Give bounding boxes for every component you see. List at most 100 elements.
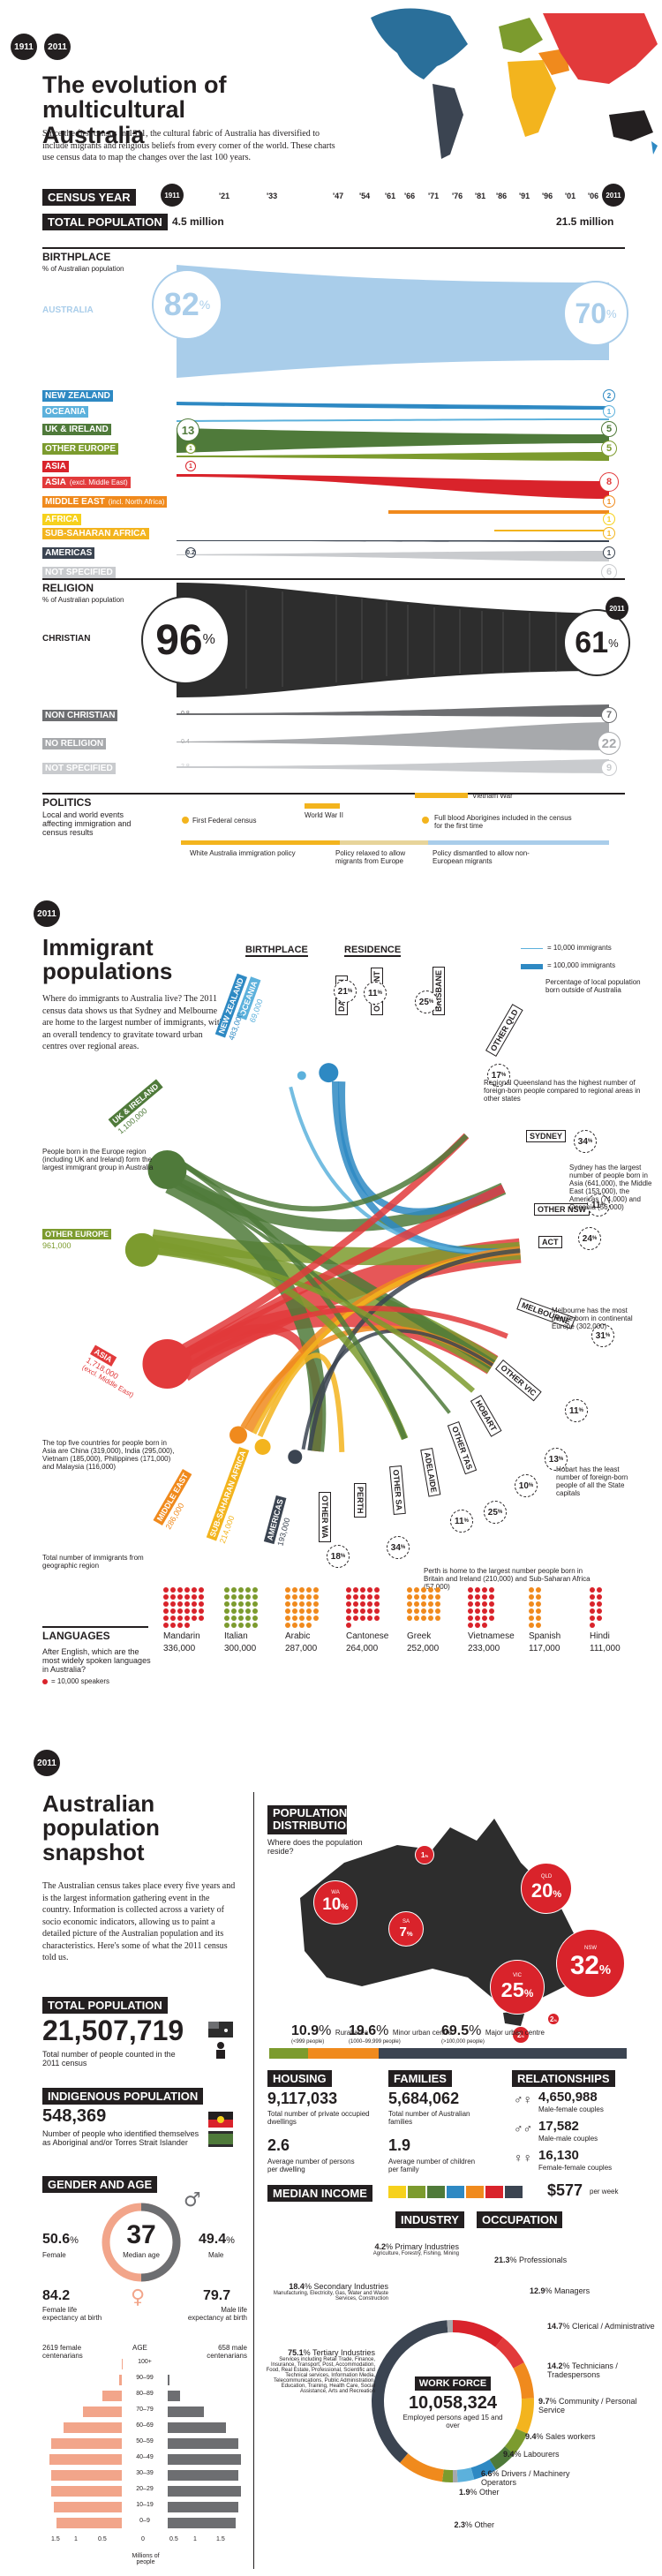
chord-flow [169, 1133, 470, 1358]
major-pct: % [469, 2023, 482, 2038]
immigrant-intro: Where do immigrants to Australia live? T… [42, 994, 224, 1051]
language-dot [428, 1587, 433, 1593]
language-dot [299, 1623, 305, 1628]
distribution-label: POPULATION DISTRIBUTION [267, 1805, 354, 1834]
pyramid-age-label: 100+ [138, 2359, 152, 2365]
pyramid-male-bar [168, 2486, 241, 2497]
rural-sub: (<999 people) [291, 2039, 325, 2045]
snapshot-badge-2011: 2011 [34, 1750, 60, 1776]
language-value: 264,000 [346, 1644, 379, 1653]
language-dot [482, 1594, 487, 1600]
occupation-pct-sign: % [545, 2286, 555, 2295]
birthplace-row-label: NOT SPECIFIED [42, 567, 116, 578]
occupation-pct-sign: % [492, 2469, 502, 2478]
industry-value: 18.4 [289, 2282, 305, 2291]
birthplace-australia-label: AUSTRALIA [42, 305, 94, 315]
birthplace-end-value: 5 [601, 421, 617, 437]
pyramid-female-bar [51, 2438, 122, 2449]
language-dot [407, 1587, 412, 1593]
language-dot [590, 1616, 595, 1621]
christian-label: CHRISTIAN [42, 634, 91, 644]
pyramid-age-label: 90–99 [136, 2375, 154, 2381]
destination-pct: 13% [545, 1448, 568, 1471]
state-value: 2% [517, 2031, 524, 2039]
language-dot [285, 1608, 290, 1614]
male-centenarians: 658 male centenarians [207, 2344, 247, 2360]
language-dot [353, 1601, 358, 1607]
major-stat: 69.5% Major urban centre (>100,000 people… [441, 2023, 545, 2045]
pyramid-male-bar [168, 2454, 241, 2465]
industry-pct-sign: % [385, 2242, 395, 2251]
language-dot [536, 1587, 541, 1593]
occupation-pct-sign: % [562, 2322, 573, 2331]
minor-pct: % [376, 2023, 389, 2038]
rural-label: Rural area [335, 2029, 369, 2037]
total-pop-sub: Total number of people counted in the 20… [42, 2050, 176, 2068]
female-pct-value: 50.6 [42, 2232, 71, 2247]
birthplace-row-name: SUB-SAHARAN AFRICA [45, 529, 147, 539]
couple-mf-icon: ♂♀ [514, 2092, 532, 2106]
rel-l1: Male-female couples [538, 2105, 604, 2113]
language-name: Arabic [285, 1631, 311, 1641]
pyramid-female-bar [102, 2391, 122, 2401]
destination-pct-sign: % [528, 1483, 534, 1488]
pyramid-female-bar [51, 2470, 122, 2481]
note-sydney: Sydney has the largest number of people … [569, 1164, 652, 1211]
urban-bar-major [378, 2048, 627, 2059]
language-dot [529, 1594, 534, 1600]
census-tick: '96 [542, 192, 553, 200]
housing-v2: 2.6 [267, 2136, 290, 2154]
income-seg-4 [447, 2186, 464, 2198]
state-circle: 2% [512, 2026, 530, 2044]
census-tick: 2011 [602, 184, 625, 207]
income-per: per week [590, 2188, 619, 2196]
christian-start-circle: 96% [141, 596, 229, 684]
state-name: VIC [512, 1972, 522, 1978]
chord-source-arc [124, 1232, 159, 1267]
language-dot [536, 1616, 541, 1621]
chord-source-arc [254, 1438, 271, 1455]
language-dot [529, 1587, 534, 1593]
occupation-label-item: 6.6% Drivers / Machinery Operators [481, 2469, 600, 2487]
residence-tab: RESIDENCE [344, 945, 402, 957]
language-dot [231, 1587, 237, 1593]
language-dot [590, 1608, 595, 1614]
state-name: QLD [540, 1874, 553, 1879]
language-dot [306, 1608, 312, 1614]
language-dot [285, 1601, 290, 1607]
language-dot [590, 1601, 595, 1607]
language-dot [468, 1623, 473, 1628]
language-dot [299, 1594, 305, 1600]
language-dot [407, 1594, 412, 1600]
language-dot [475, 1594, 480, 1600]
state-circle: 2% [547, 2013, 560, 2025]
religion-label: RELIGION [42, 578, 625, 594]
birthplace-row-label: OCEANIA [42, 406, 89, 418]
state-value-number: 20 [530, 1879, 553, 1902]
language-dot [435, 1616, 440, 1621]
male-pct-value: 49.4 [199, 2232, 227, 2247]
language-dot [428, 1601, 433, 1607]
birthplace-row-name: NEW ZEALAND [45, 391, 110, 401]
language-dot [475, 1608, 480, 1614]
language-dot [468, 1594, 473, 1600]
chord-source-arc [319, 1063, 339, 1083]
birthplace-row-name: NOT SPECIFIED [45, 568, 113, 577]
note-total: Total number of immigrants from geograph… [42, 1554, 144, 1570]
state-value-pct: % [406, 1929, 413, 1938]
destination-pct: 34% [574, 1130, 597, 1153]
language-dot [468, 1587, 473, 1593]
pyramid-age-label: 50–59 [136, 2438, 154, 2444]
note-hobart: Hobart has the least number of foreign-b… [556, 1465, 628, 1497]
income-seg-7 [505, 2186, 523, 2198]
occupation-slice [515, 2398, 534, 2434]
language-dot [529, 1601, 534, 1607]
female-centenarians: 2619 female centenarians [42, 2344, 83, 2360]
language-dot [346, 1587, 351, 1593]
minor-value: 19.6 [349, 2023, 377, 2038]
language-dot [435, 1608, 440, 1614]
language-dot [597, 1601, 602, 1607]
religion-end-value: 22 [598, 732, 621, 755]
language-dot [199, 1601, 204, 1607]
